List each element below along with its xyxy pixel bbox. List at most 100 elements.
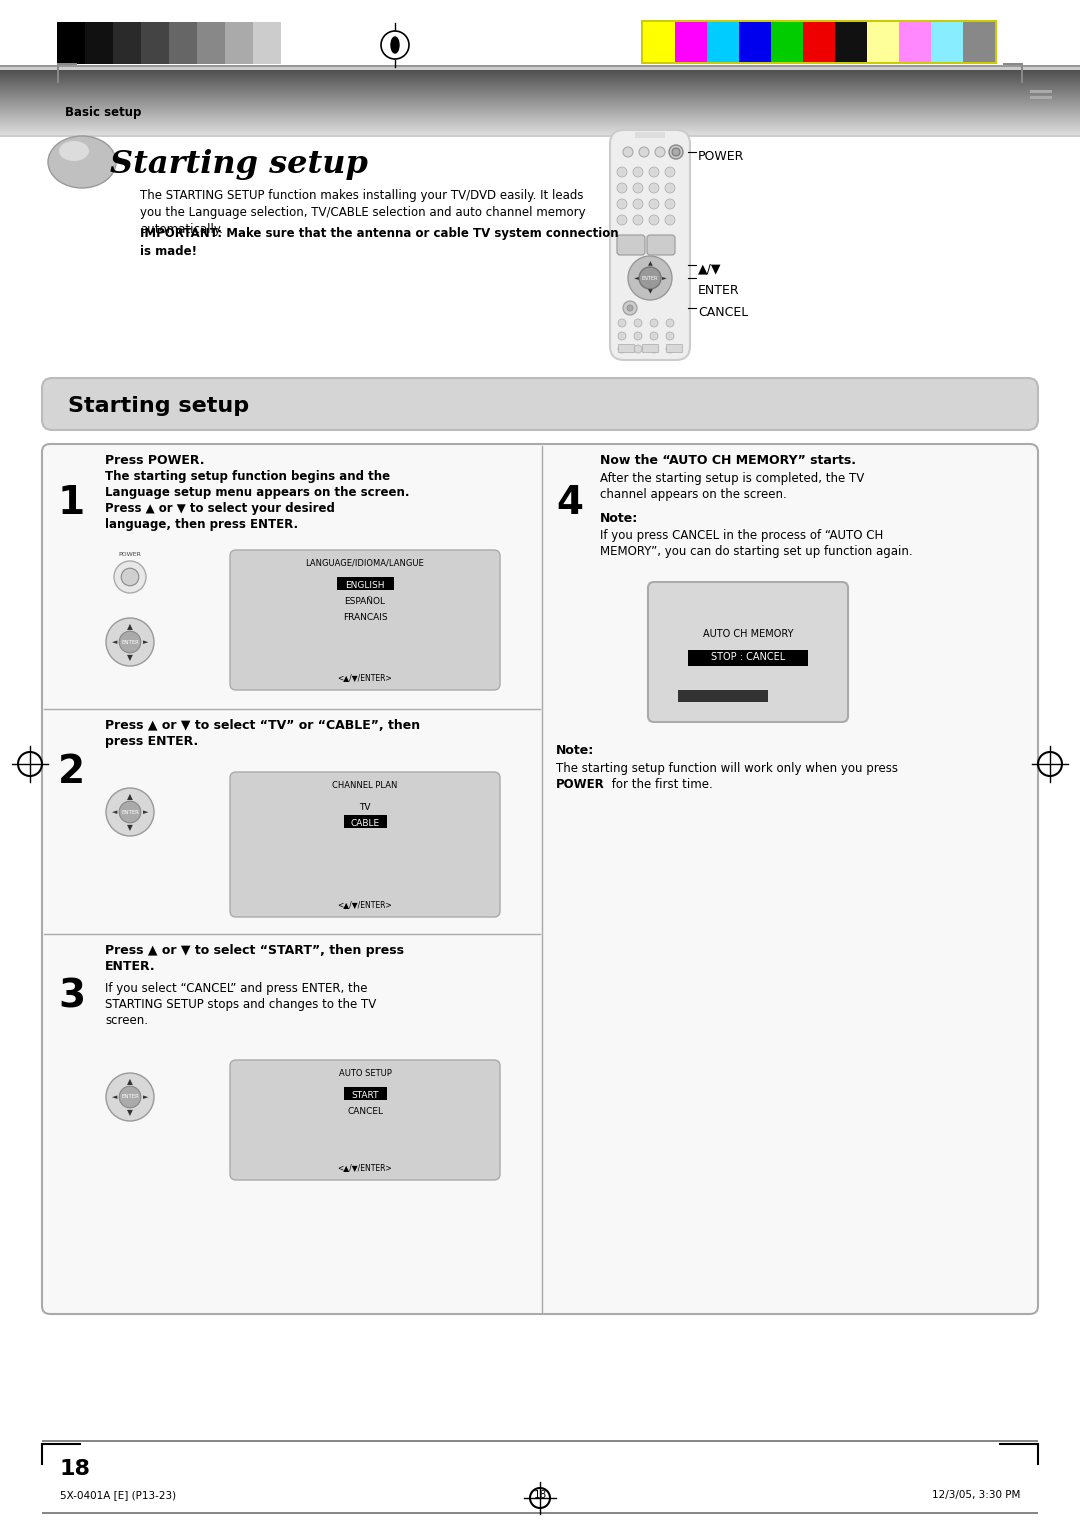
Circle shape [633,215,643,225]
FancyBboxPatch shape [42,445,1038,1314]
Circle shape [672,148,680,156]
Bar [739,21,771,63]
Bar [643,21,675,63]
Bar [343,814,387,828]
Text: STARTING SETUP stops and changes to the TV: STARTING SETUP stops and changes to the … [105,998,376,1012]
Text: 5X-0401A [E] (P13-23): 5X-0401A [E] (P13-23) [60,1490,176,1500]
Bar [642,344,658,351]
Circle shape [617,215,627,225]
Text: ►: ► [143,639,148,645]
Circle shape [650,345,658,353]
Circle shape [627,257,672,299]
Text: ENTER: ENTER [642,275,658,281]
Text: AUTO CH MEMORY: AUTO CH MEMORY [703,630,793,639]
Text: ►: ► [143,808,148,814]
Circle shape [618,319,626,327]
Bar [707,21,739,63]
Circle shape [650,332,658,341]
Text: Press ▲ or ▼ to select your desired: Press ▲ or ▼ to select your desired [105,503,335,515]
Circle shape [119,631,140,652]
Circle shape [665,199,675,209]
Text: START: START [351,1091,379,1100]
Text: Press ▲ or ▼ to select “TV” or “CABLE”, then: Press ▲ or ▼ to select “TV” or “CABLE”, … [105,720,420,732]
FancyBboxPatch shape [42,377,1038,429]
Bar [113,21,141,64]
Bar [225,21,253,64]
Text: ◄: ◄ [111,1094,117,1100]
Text: STOP : CANCEL: STOP : CANCEL [711,652,785,662]
Circle shape [639,147,649,157]
Circle shape [119,801,140,822]
Bar [771,21,804,63]
Text: <▲/▼/ENTER>: <▲/▼/ENTER> [338,672,392,681]
Circle shape [666,332,674,341]
Circle shape [617,183,627,193]
Ellipse shape [48,136,116,188]
Text: The starting setup function begins and the: The starting setup function begins and t… [105,471,390,483]
Text: ◄: ◄ [634,275,638,281]
Bar [337,578,393,590]
Text: If you press CANCEL in the process of “AUTO CH: If you press CANCEL in the process of “A… [600,529,883,542]
Circle shape [623,301,637,315]
Bar [804,21,835,63]
Bar [343,1086,387,1100]
Bar [85,21,113,64]
Bar [42,1445,1038,1514]
Text: If you select “CANCEL” and press ENTER, the: If you select “CANCEL” and press ENTER, … [105,983,367,995]
Text: MEMORY”, you can do starting set up function again.: MEMORY”, you can do starting set up func… [600,545,913,558]
Circle shape [106,788,154,836]
Circle shape [106,617,154,666]
Bar [688,649,808,666]
Text: IMPORTANT: Make sure that the antenna or cable TV system connection
is made!: IMPORTANT: Make sure that the antenna or… [140,228,619,258]
Circle shape [623,147,633,157]
Circle shape [634,319,642,327]
Text: Press ▲ or ▼ to select “START”, then press: Press ▲ or ▼ to select “START”, then pre… [105,944,404,957]
Circle shape [665,183,675,193]
FancyBboxPatch shape [230,550,500,691]
FancyBboxPatch shape [610,130,690,361]
Circle shape [654,147,665,157]
Text: Note:: Note: [600,512,638,526]
Text: ▲: ▲ [127,792,133,801]
Text: ◄: ◄ [111,639,117,645]
Text: 18: 18 [534,1490,546,1500]
Circle shape [649,199,659,209]
Text: <▲/▼/ENTER>: <▲/▼/ENTER> [338,1163,392,1172]
Bar [642,20,997,64]
Circle shape [639,267,661,289]
Circle shape [633,183,643,193]
Text: Now the “AUTO CH MEMORY” starts.: Now the “AUTO CH MEMORY” starts. [600,454,856,468]
Bar [0,0,1080,31]
FancyBboxPatch shape [648,582,848,723]
Circle shape [617,199,627,209]
Bar [281,21,309,64]
Bar [281,21,309,64]
Bar [57,21,85,64]
Text: TV: TV [360,804,370,813]
Text: After the starting setup is completed, the TV: After the starting setup is completed, t… [600,472,864,484]
Bar [1030,90,1052,93]
Text: ▲: ▲ [127,622,133,631]
Text: press ENTER.: press ENTER. [105,735,199,749]
Bar [253,21,281,64]
Text: ▼: ▼ [127,652,133,662]
Text: Starting setup: Starting setup [110,150,368,180]
Text: ◄: ◄ [111,808,117,814]
Circle shape [618,332,626,341]
Text: ENGLISH: ENGLISH [346,582,384,590]
Bar [867,21,899,63]
Ellipse shape [391,37,399,53]
Circle shape [121,568,139,585]
Text: ▲: ▲ [127,1077,133,1086]
Text: automatically.: automatically. [140,223,222,235]
Bar [635,131,665,138]
Bar [931,21,963,63]
Circle shape [650,319,658,327]
Text: The STARTING SETUP function makes installing your TV/DVD easily. It leads: The STARTING SETUP function makes instal… [140,189,583,202]
Text: Basic setup: Basic setup [65,105,141,119]
Text: LANGUAGE/IDIOMA/LANGUE: LANGUAGE/IDIOMA/LANGUE [306,559,424,568]
Text: ENTER: ENTER [121,1094,139,1100]
Text: POWER: POWER [556,778,605,792]
Text: you the Language selection, TV/CABLE selection and auto channel memory: you the Language selection, TV/CABLE sel… [140,206,585,219]
Text: ►: ► [662,275,666,281]
